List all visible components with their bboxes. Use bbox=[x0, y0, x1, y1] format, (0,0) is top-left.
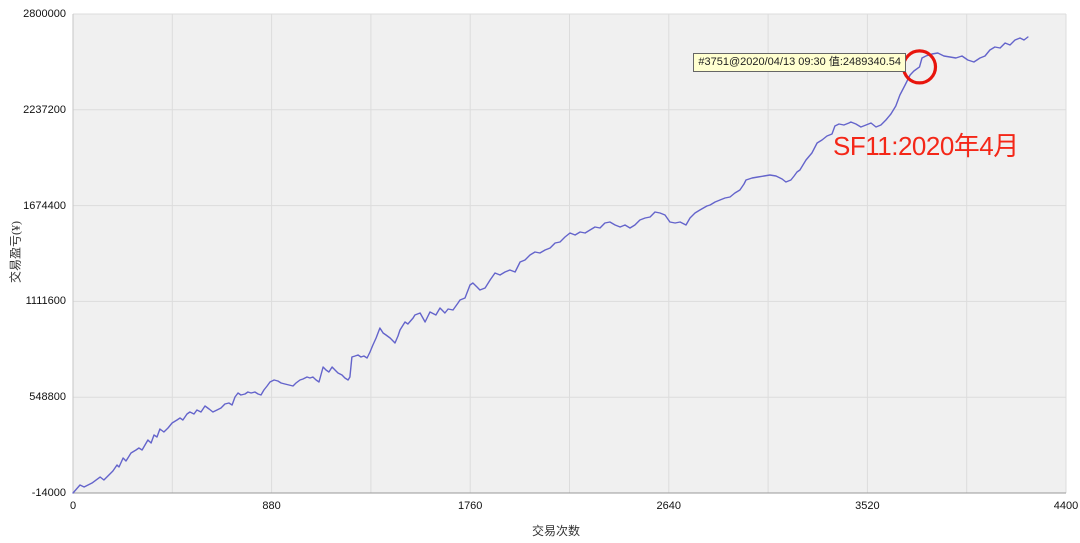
x-tick-label: 3520 bbox=[855, 500, 880, 512]
x-tick-label: 1760 bbox=[457, 500, 483, 512]
event-annotation-label: SF11:2020年4月 bbox=[833, 131, 1019, 161]
y-tick-label: 2237200 bbox=[23, 103, 66, 116]
y-tick-label: 1111600 bbox=[25, 295, 66, 308]
data-point-tooltip: #3751@2020/04/13 09:30 值:2489340.54 bbox=[693, 53, 906, 72]
x-tick-label: 0 bbox=[69, 500, 77, 512]
y-tick-label: -14000 bbox=[31, 487, 66, 499]
y-tick-label: 1674400 bbox=[23, 199, 66, 212]
x-tick-label: 4400 bbox=[1053, 500, 1079, 512]
y-axis-title: 交易盈亏(¥) bbox=[8, 221, 23, 283]
x-axis-title: 交易次数 bbox=[531, 524, 581, 538]
y-tick-label: 548800 bbox=[29, 391, 66, 404]
axis-lines bbox=[72, 14, 1066, 494]
x-tick-label: 2640 bbox=[656, 500, 682, 512]
y-tick-label: 2800000 bbox=[23, 8, 66, 20]
equity-curve-line bbox=[72, 36, 1029, 494]
x-tick-label: 880 bbox=[262, 500, 281, 512]
